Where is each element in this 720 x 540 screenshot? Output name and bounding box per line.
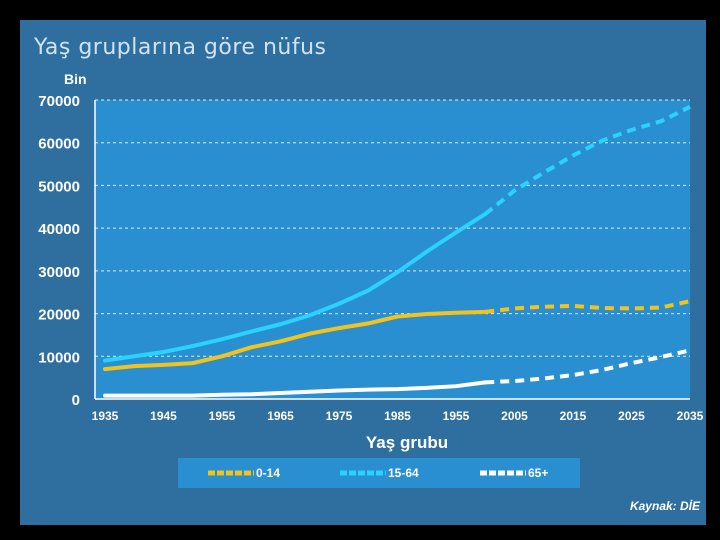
x-tick-labels: 1935 1945 1955 1965 1975 1985 1955 2005 2015 2025… [92, 409, 704, 423]
y-tick-label: 40000 [38, 221, 80, 238]
series-line-65+-projection [485, 348, 691, 385]
source-note: Kaynak: DİE [629, 499, 700, 513]
legend [178, 458, 580, 488]
series-line-0-14-projection [485, 299, 691, 314]
y-tick-label: 30000 [38, 264, 80, 281]
x-tick-label: 2035 [677, 409, 704, 423]
series-line-15-64-projection [483, 105, 691, 216]
y-tick-labels: 70000 60000 50000 40000 30000 20000 10000 0 [38, 93, 80, 409]
series-line-0-14-actual [103, 309, 488, 372]
chart-title: Yaş gruplarına göre nüfus [34, 35, 327, 60]
x-tick-label: 2025 [618, 409, 645, 423]
x-axis-label: Yaş grubu [366, 433, 448, 452]
y-tick-label: 20000 [38, 307, 80, 324]
x-tick-label: 1935 [92, 409, 119, 423]
series-lines [103, 105, 691, 398]
x-tick-label: 2005 [501, 409, 528, 423]
y-tick-label: 60000 [38, 136, 80, 153]
x-tick-label: 2015 [560, 409, 587, 423]
y-tick-label: 10000 [38, 349, 80, 366]
plot-area [95, 100, 690, 399]
series-line-15-64-actual [103, 212, 488, 363]
x-tick-label: 1955 [209, 409, 236, 423]
x-tick-label: 1955 [443, 409, 470, 423]
y-tick-label: 70000 [38, 93, 80, 110]
x-tick-label: 1945 [150, 409, 177, 423]
y-tick-label: 50000 [38, 178, 80, 195]
series-line-65+-actual [103, 380, 488, 398]
x-tick-label: 1975 [326, 409, 353, 423]
y-unit-label: Bin [64, 71, 87, 87]
x-tick-label: 1985 [384, 409, 411, 423]
y-tick-label: 0 [72, 392, 80, 409]
x-tick-label: 1965 [267, 409, 294, 423]
